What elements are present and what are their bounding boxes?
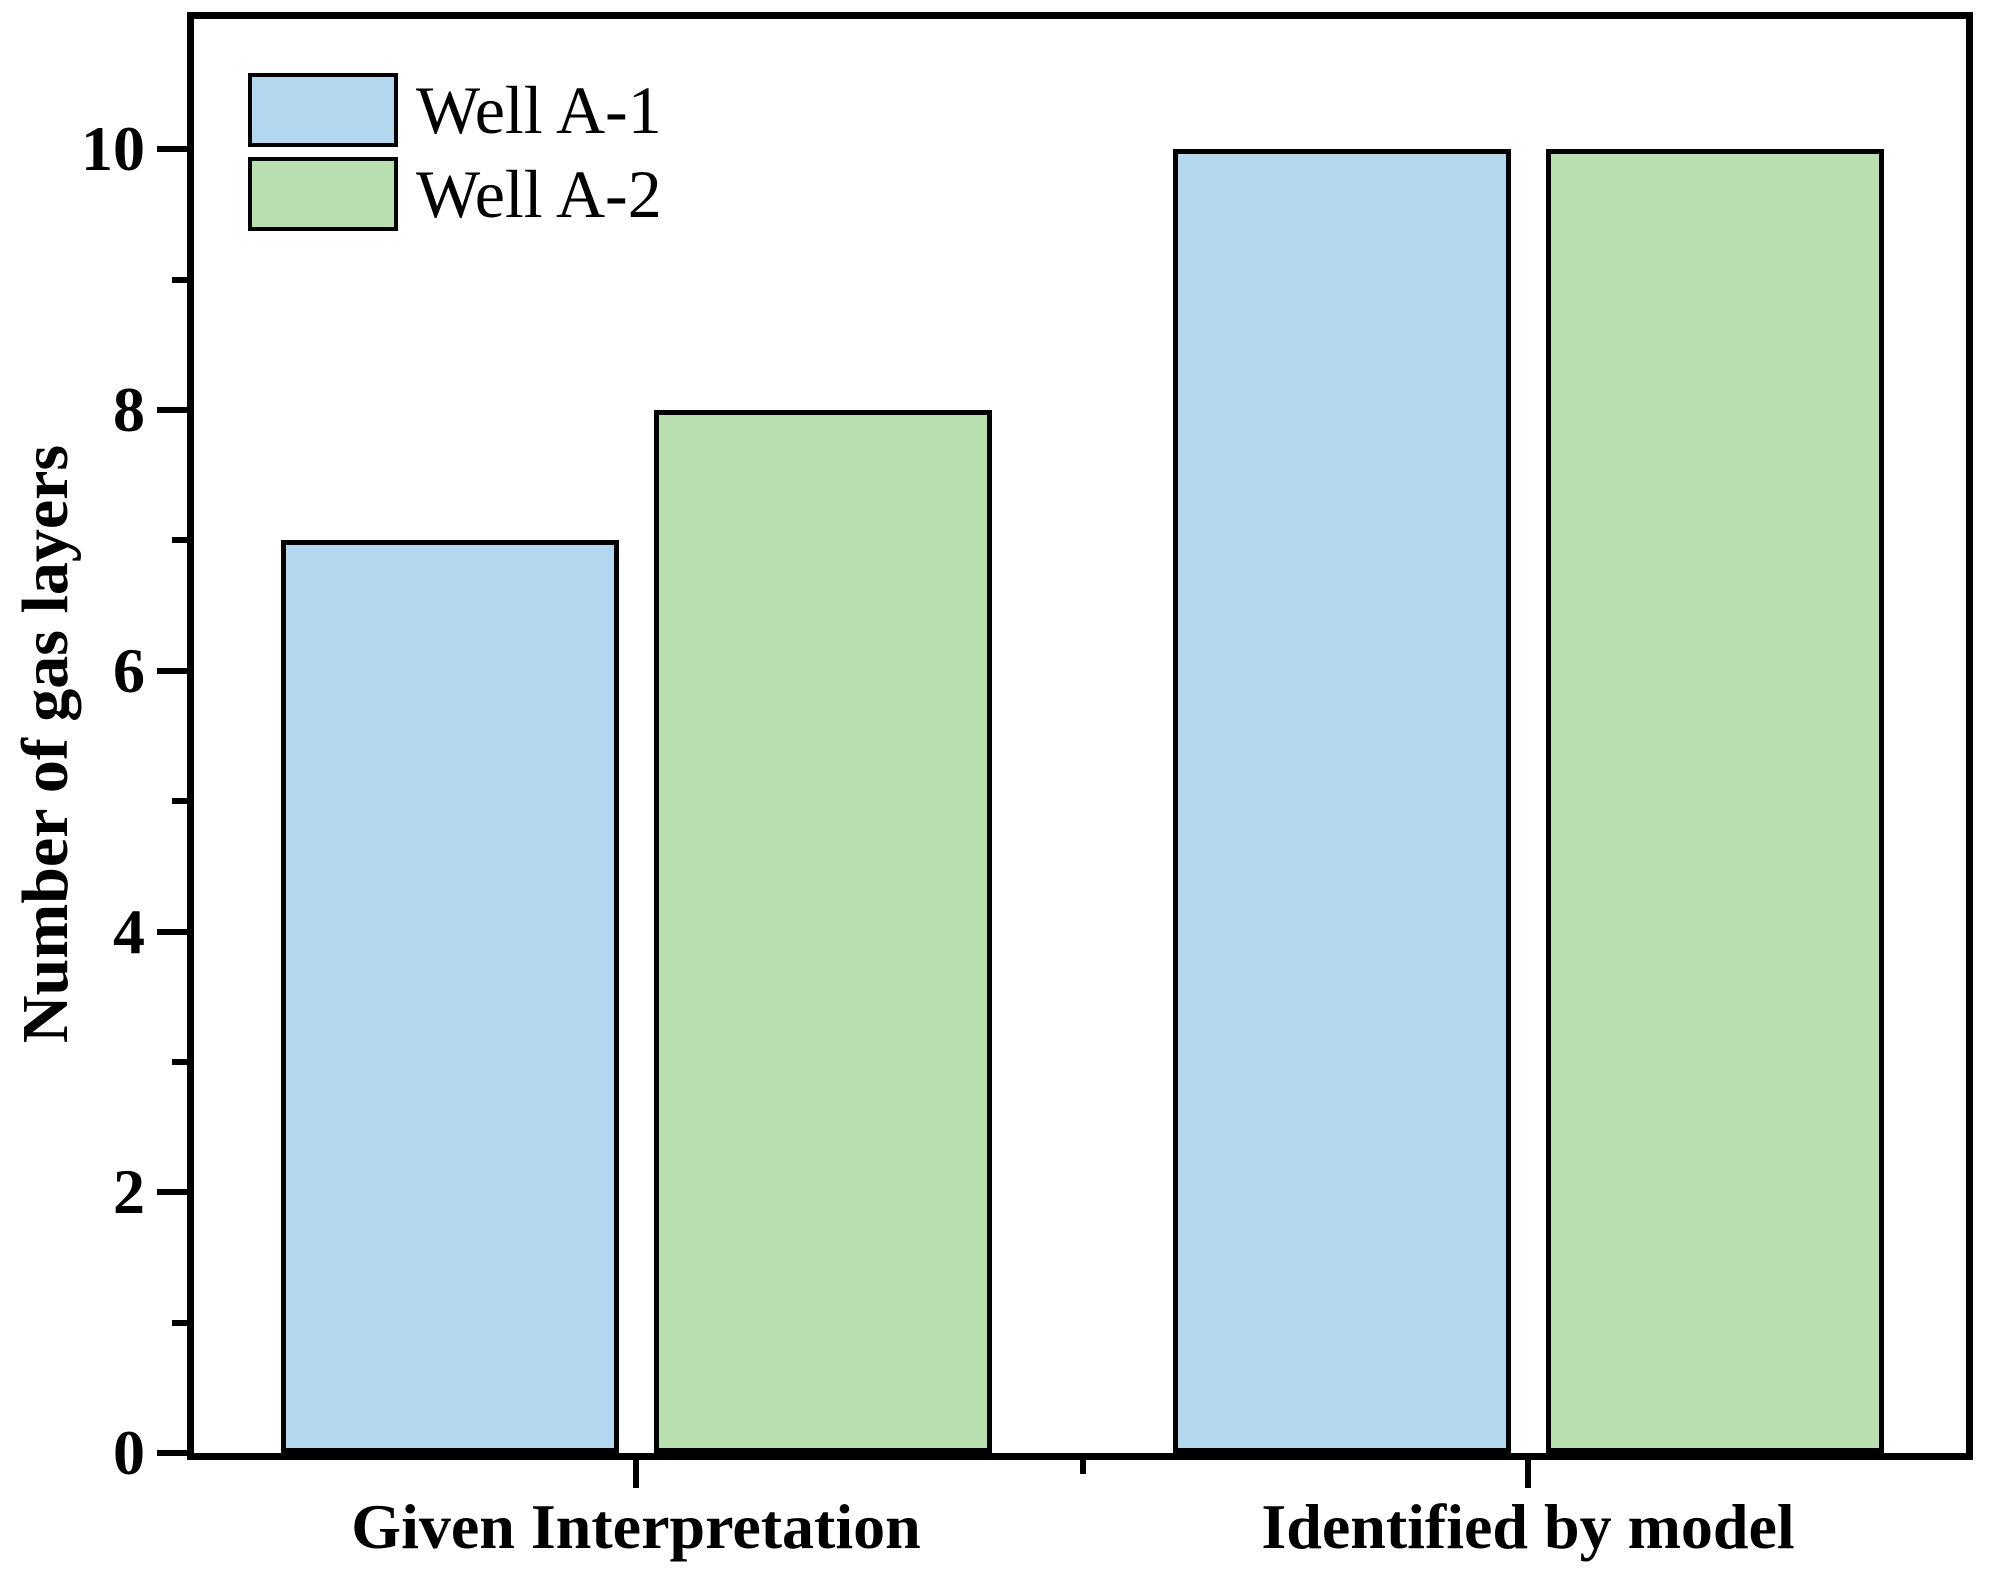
y-minor-tick-1	[172, 1319, 187, 1326]
y-major-tick-10	[157, 146, 187, 153]
bar-well-a-2-identified-by-model	[1545, 149, 1884, 1453]
y-major-tick-6	[157, 667, 187, 674]
bar-well-a-1-identified-by-model	[1172, 149, 1511, 1453]
plot-area	[187, 12, 1973, 1460]
y-minor-tick-9	[172, 276, 187, 283]
y-tick-label-8: 8	[113, 374, 145, 446]
y-major-tick-8	[157, 407, 187, 414]
y-minor-tick-5	[172, 798, 187, 805]
x-major-tick-identified-by-model	[1525, 1460, 1531, 1488]
x-category-label-identified-by-model: Identified by model	[1261, 1491, 1795, 1562]
y-tick-label-0: 0	[113, 1417, 145, 1488]
y-major-tick-0	[157, 1450, 187, 1456]
legend-label-well-a2: Well A-2	[416, 156, 662, 232]
bar-well-a-1-given-interpretation	[280, 540, 619, 1453]
y-minor-tick-3	[172, 1058, 187, 1065]
y-tick-label-10: 10	[81, 113, 145, 185]
bar-well-a-2-given-interpretation	[653, 410, 992, 1453]
y-tick-label-2: 2	[113, 1156, 145, 1228]
y-major-tick-4	[157, 928, 187, 935]
x-major-tick-given-interpretation	[633, 1460, 639, 1488]
y-major-tick-2	[157, 1189, 187, 1196]
x-minor-tick-boundary	[1080, 1460, 1086, 1474]
legend-label-well-a1: Well A-1	[416, 72, 662, 148]
y-tick-label-4: 4	[113, 895, 145, 967]
y-minor-tick-7	[172, 537, 187, 544]
legend-swatch-well-a2	[248, 157, 398, 231]
y-tick-label-6: 6	[113, 634, 145, 706]
x-category-label-given-interpretation: Given Interpretation	[351, 1491, 921, 1562]
legend-swatch-well-a1	[248, 73, 398, 147]
